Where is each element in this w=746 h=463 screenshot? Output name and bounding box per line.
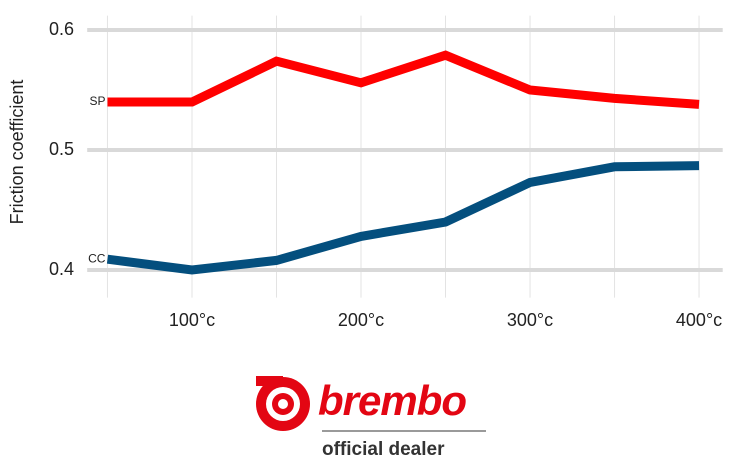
line-series [107, 50, 700, 109]
y-tick-label: 0.6 [49, 19, 74, 39]
x-tick-label: 400°c [676, 310, 722, 330]
series-label: SP [89, 94, 105, 108]
logo-brand: brembo [318, 377, 466, 424]
y-axis-title: Friction coefficient [7, 80, 27, 225]
logo-icon [278, 399, 288, 409]
y-tick-label: 0.5 [49, 139, 74, 159]
logo-tagline: official dealer [322, 439, 445, 460]
series-label: CC [88, 251, 106, 265]
line-series [106, 161, 700, 275]
x-tick-label: 300°c [507, 310, 553, 330]
grid [87, 15, 723, 298]
plot [106, 50, 700, 275]
x-tick-label: 100°c [169, 310, 215, 330]
logo-icon [256, 376, 283, 386]
y-tick-label: 0.4 [49, 259, 74, 279]
x-tick-label: 200°c [338, 310, 384, 330]
logo: brembo official dealer [256, 376, 486, 460]
